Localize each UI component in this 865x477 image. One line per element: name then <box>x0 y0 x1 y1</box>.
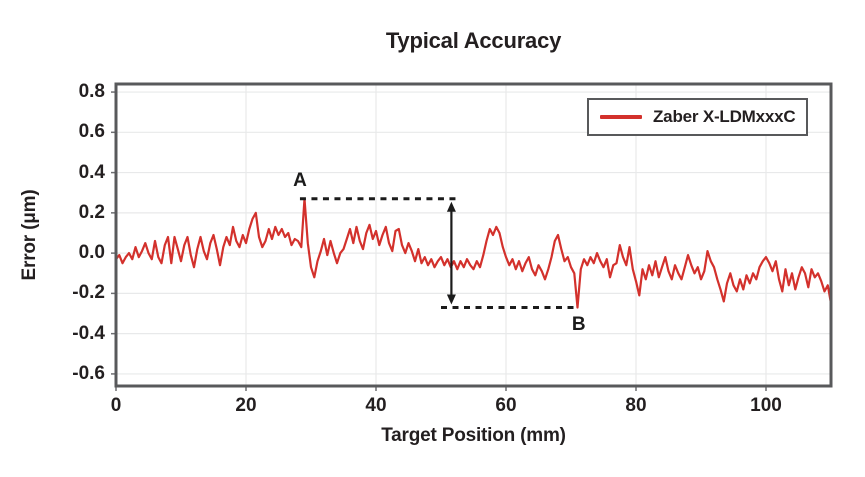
x-tick-label: 60 <box>495 395 517 416</box>
chart-title: Typical Accuracy <box>385 28 562 53</box>
legend: Zaber X-LDMxxxC <box>587 98 808 136</box>
x-tick-label: 100 <box>750 395 782 416</box>
y-tick-label: 0.0 <box>78 242 105 264</box>
y-tick-label: -0.2 <box>72 282 105 304</box>
y-tick-label: 0.2 <box>78 201 105 223</box>
x-axis-title: Target Position (mm) <box>381 425 566 446</box>
legend-series-label: Zaber X-LDMxxxC <box>653 107 796 126</box>
annotation-label-a: A <box>293 169 307 191</box>
annotation-label-b: B <box>571 314 586 336</box>
y-tick-label: 0.8 <box>78 81 105 103</box>
y-tick-labels: 0.8 0.6 0.4 0.2 0.0 -0.2 -0.4 -0.6 <box>0 0 105 477</box>
y-tick-label: -0.6 <box>72 362 105 384</box>
x-tick-labels: 0 20 40 60 80 100 <box>0 395 865 419</box>
x-tick-label: 20 <box>235 395 257 416</box>
y-tick-label: -0.4 <box>72 322 105 344</box>
x-tick-label: 40 <box>365 395 387 416</box>
legend-line-swatch <box>600 115 642 119</box>
y-tick-label: 0.6 <box>78 121 105 143</box>
x-tick-label: 0 <box>110 395 122 416</box>
x-tick-label: 80 <box>625 395 647 416</box>
y-tick-label: 0.4 <box>78 161 105 183</box>
